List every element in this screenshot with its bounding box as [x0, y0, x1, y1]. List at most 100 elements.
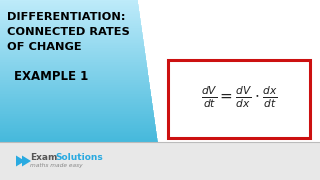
- Polygon shape: [0, 74, 148, 75]
- Polygon shape: [0, 131, 156, 132]
- Polygon shape: [0, 92, 151, 93]
- Polygon shape: [0, 104, 153, 105]
- Polygon shape: [0, 59, 146, 60]
- Polygon shape: [0, 63, 147, 64]
- Bar: [0, 142, 320, 180]
- Polygon shape: [0, 93, 151, 94]
- Polygon shape: [0, 127, 156, 128]
- Polygon shape: [0, 66, 147, 67]
- Polygon shape: [0, 120, 155, 121]
- Polygon shape: [0, 82, 150, 83]
- Polygon shape: [0, 6, 139, 7]
- Text: maths made easy: maths made easy: [30, 163, 83, 168]
- Text: CONNECTED RATES: CONNECTED RATES: [7, 27, 130, 37]
- Text: Solutions: Solutions: [55, 154, 103, 163]
- Polygon shape: [0, 56, 146, 57]
- Polygon shape: [0, 111, 154, 112]
- Polygon shape: [0, 133, 157, 134]
- Polygon shape: [0, 70, 148, 71]
- Polygon shape: [0, 67, 148, 68]
- Polygon shape: [0, 12, 140, 13]
- Polygon shape: [0, 28, 142, 29]
- Polygon shape: [0, 101, 152, 102]
- Polygon shape: [0, 141, 158, 142]
- Polygon shape: [0, 18, 140, 19]
- Polygon shape: [0, 87, 150, 88]
- Polygon shape: [0, 62, 147, 63]
- Polygon shape: [0, 14, 140, 15]
- Polygon shape: [0, 10, 140, 11]
- Polygon shape: [0, 8, 139, 9]
- Polygon shape: [0, 60, 147, 61]
- Polygon shape: [0, 96, 152, 97]
- Polygon shape: [138, 0, 320, 142]
- Polygon shape: [0, 100, 152, 101]
- Polygon shape: [0, 58, 146, 59]
- Polygon shape: [0, 115, 154, 116]
- Polygon shape: [0, 83, 150, 84]
- Polygon shape: [0, 138, 157, 139]
- Polygon shape: [0, 72, 148, 73]
- Polygon shape: [0, 119, 155, 120]
- Polygon shape: [0, 51, 145, 52]
- Polygon shape: [0, 132, 157, 133]
- Polygon shape: [0, 79, 149, 80]
- Polygon shape: [0, 31, 142, 32]
- Polygon shape: [0, 33, 143, 34]
- Polygon shape: [0, 128, 156, 129]
- Text: Exam: Exam: [30, 154, 57, 163]
- Polygon shape: [0, 5, 139, 6]
- Polygon shape: [0, 113, 154, 114]
- Polygon shape: [0, 11, 140, 12]
- Polygon shape: [0, 126, 156, 127]
- Polygon shape: [0, 81, 149, 82]
- Polygon shape: [0, 48, 145, 49]
- Polygon shape: [0, 27, 142, 28]
- Bar: [168, 60, 310, 138]
- Polygon shape: [0, 29, 142, 30]
- Polygon shape: [0, 124, 156, 125]
- Polygon shape: [0, 129, 156, 130]
- Polygon shape: [0, 80, 149, 81]
- Polygon shape: [0, 89, 151, 90]
- Polygon shape: [0, 123, 156, 124]
- Polygon shape: [0, 94, 151, 95]
- Polygon shape: [0, 64, 147, 65]
- Polygon shape: [0, 91, 151, 92]
- Polygon shape: [0, 49, 145, 50]
- Polygon shape: [0, 78, 149, 79]
- Text: EXAMPLE 1: EXAMPLE 1: [14, 70, 88, 83]
- Polygon shape: [0, 88, 150, 89]
- Polygon shape: [0, 71, 148, 72]
- Polygon shape: [0, 134, 157, 135]
- Polygon shape: [0, 52, 145, 53]
- Polygon shape: [0, 109, 154, 110]
- Polygon shape: [0, 75, 149, 76]
- Polygon shape: [0, 24, 141, 25]
- Polygon shape: [0, 118, 155, 119]
- Polygon shape: [0, 4, 139, 5]
- Polygon shape: [0, 114, 154, 115]
- Polygon shape: [0, 45, 144, 46]
- Polygon shape: [0, 99, 152, 100]
- Polygon shape: [0, 135, 157, 136]
- Polygon shape: [0, 73, 148, 74]
- Polygon shape: [0, 55, 146, 56]
- Polygon shape: [0, 21, 141, 22]
- Polygon shape: [0, 105, 153, 106]
- Polygon shape: [0, 44, 144, 45]
- Polygon shape: [0, 68, 148, 69]
- Polygon shape: [22, 156, 31, 167]
- Polygon shape: [0, 19, 141, 20]
- Polygon shape: [0, 61, 147, 62]
- Polygon shape: [0, 38, 143, 39]
- Polygon shape: [0, 0, 138, 1]
- Polygon shape: [0, 43, 144, 44]
- Polygon shape: [0, 37, 143, 38]
- Polygon shape: [0, 42, 144, 43]
- Polygon shape: [0, 9, 139, 10]
- Polygon shape: [0, 107, 153, 108]
- Polygon shape: [0, 103, 153, 104]
- Polygon shape: [0, 136, 157, 137]
- Polygon shape: [0, 22, 141, 23]
